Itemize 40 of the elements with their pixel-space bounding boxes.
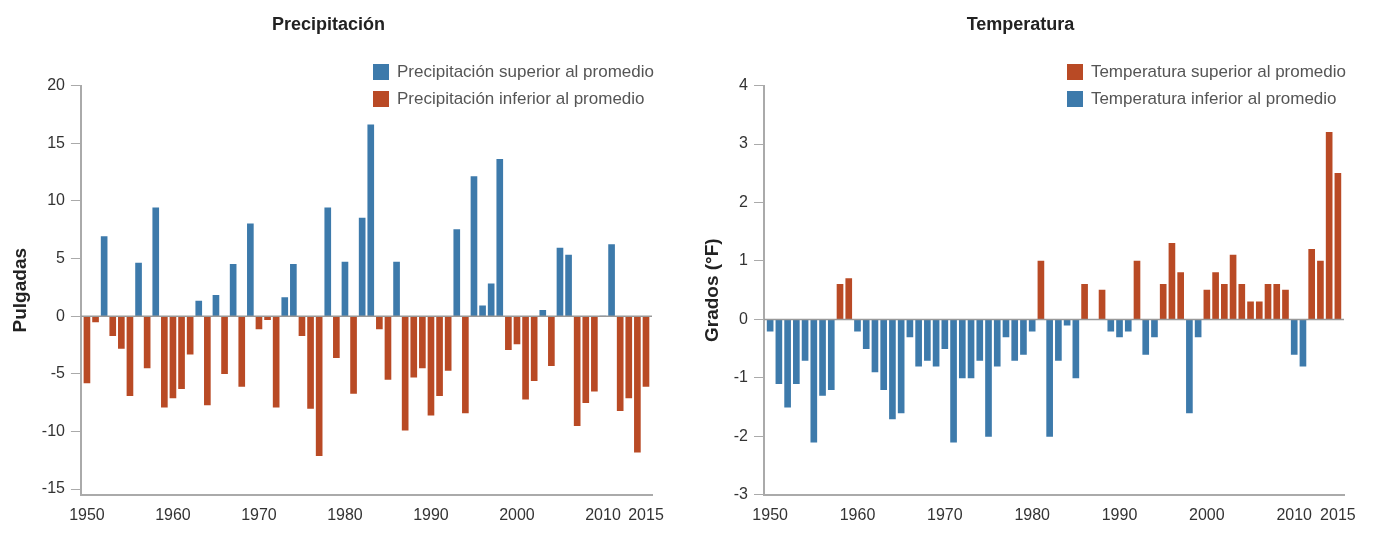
- x-tick-label: 1950: [752, 505, 789, 523]
- x-tick-label: 2010: [585, 505, 621, 523]
- y-tick-label: 15: [47, 133, 66, 151]
- x-tick-label: 2000: [499, 505, 535, 523]
- x-tick-label: 1990: [413, 505, 449, 523]
- y-tick-label: 0: [56, 306, 66, 324]
- x-tick-label: 1950: [69, 505, 105, 523]
- y-tick-label: 3: [739, 134, 749, 152]
- legend-label: Temperatura inferior al promedio: [1090, 89, 1337, 109]
- x-tick-label: 1980: [1014, 505, 1051, 523]
- y-tick-label: 1: [739, 251, 749, 269]
- y-axis-title: Pulgadas: [8, 247, 30, 333]
- x-tick-label: 2015: [1320, 505, 1356, 523]
- y-tick-label: 4: [739, 76, 749, 94]
- chart-title: Temperatura: [966, 13, 1076, 34]
- y-tick-label: 10: [47, 191, 66, 209]
- y-tick-label: -15: [41, 479, 66, 497]
- y-tick-label: -1: [733, 368, 749, 386]
- y-tick-label: 5: [56, 248, 66, 266]
- y-tick-label: 20: [47, 76, 66, 94]
- y-tick-label: 2: [739, 192, 749, 210]
- y-tick-label: -5: [50, 364, 66, 382]
- x-tick-label: 2010: [1276, 505, 1313, 523]
- x-tick-label: 1990: [1101, 505, 1138, 523]
- x-tick-label: 1960: [839, 505, 876, 523]
- y-axis-title: Grados (°F): [700, 238, 722, 343]
- y-tick-label: 0: [739, 309, 749, 327]
- chart-title: Precipitación: [271, 13, 386, 34]
- x-tick-label: 1970: [927, 505, 963, 523]
- y-tick-label: -10: [41, 421, 66, 439]
- x-tick-label: 2015: [628, 505, 664, 523]
- legend-label: Precipitación superior al promedio: [396, 62, 654, 82]
- x-tick-label: 1980: [327, 505, 363, 523]
- y-tick-label: -3: [733, 485, 749, 503]
- legend-label: Temperatura superior al promedio: [1090, 62, 1346, 82]
- y-tick-label: -2: [733, 426, 749, 444]
- x-tick-label: 1970: [241, 505, 277, 523]
- legend-label: Precipitación inferior al promedio: [396, 89, 645, 109]
- x-tick-label: 1960: [155, 505, 191, 523]
- x-tick-label: 2000: [1189, 505, 1225, 523]
